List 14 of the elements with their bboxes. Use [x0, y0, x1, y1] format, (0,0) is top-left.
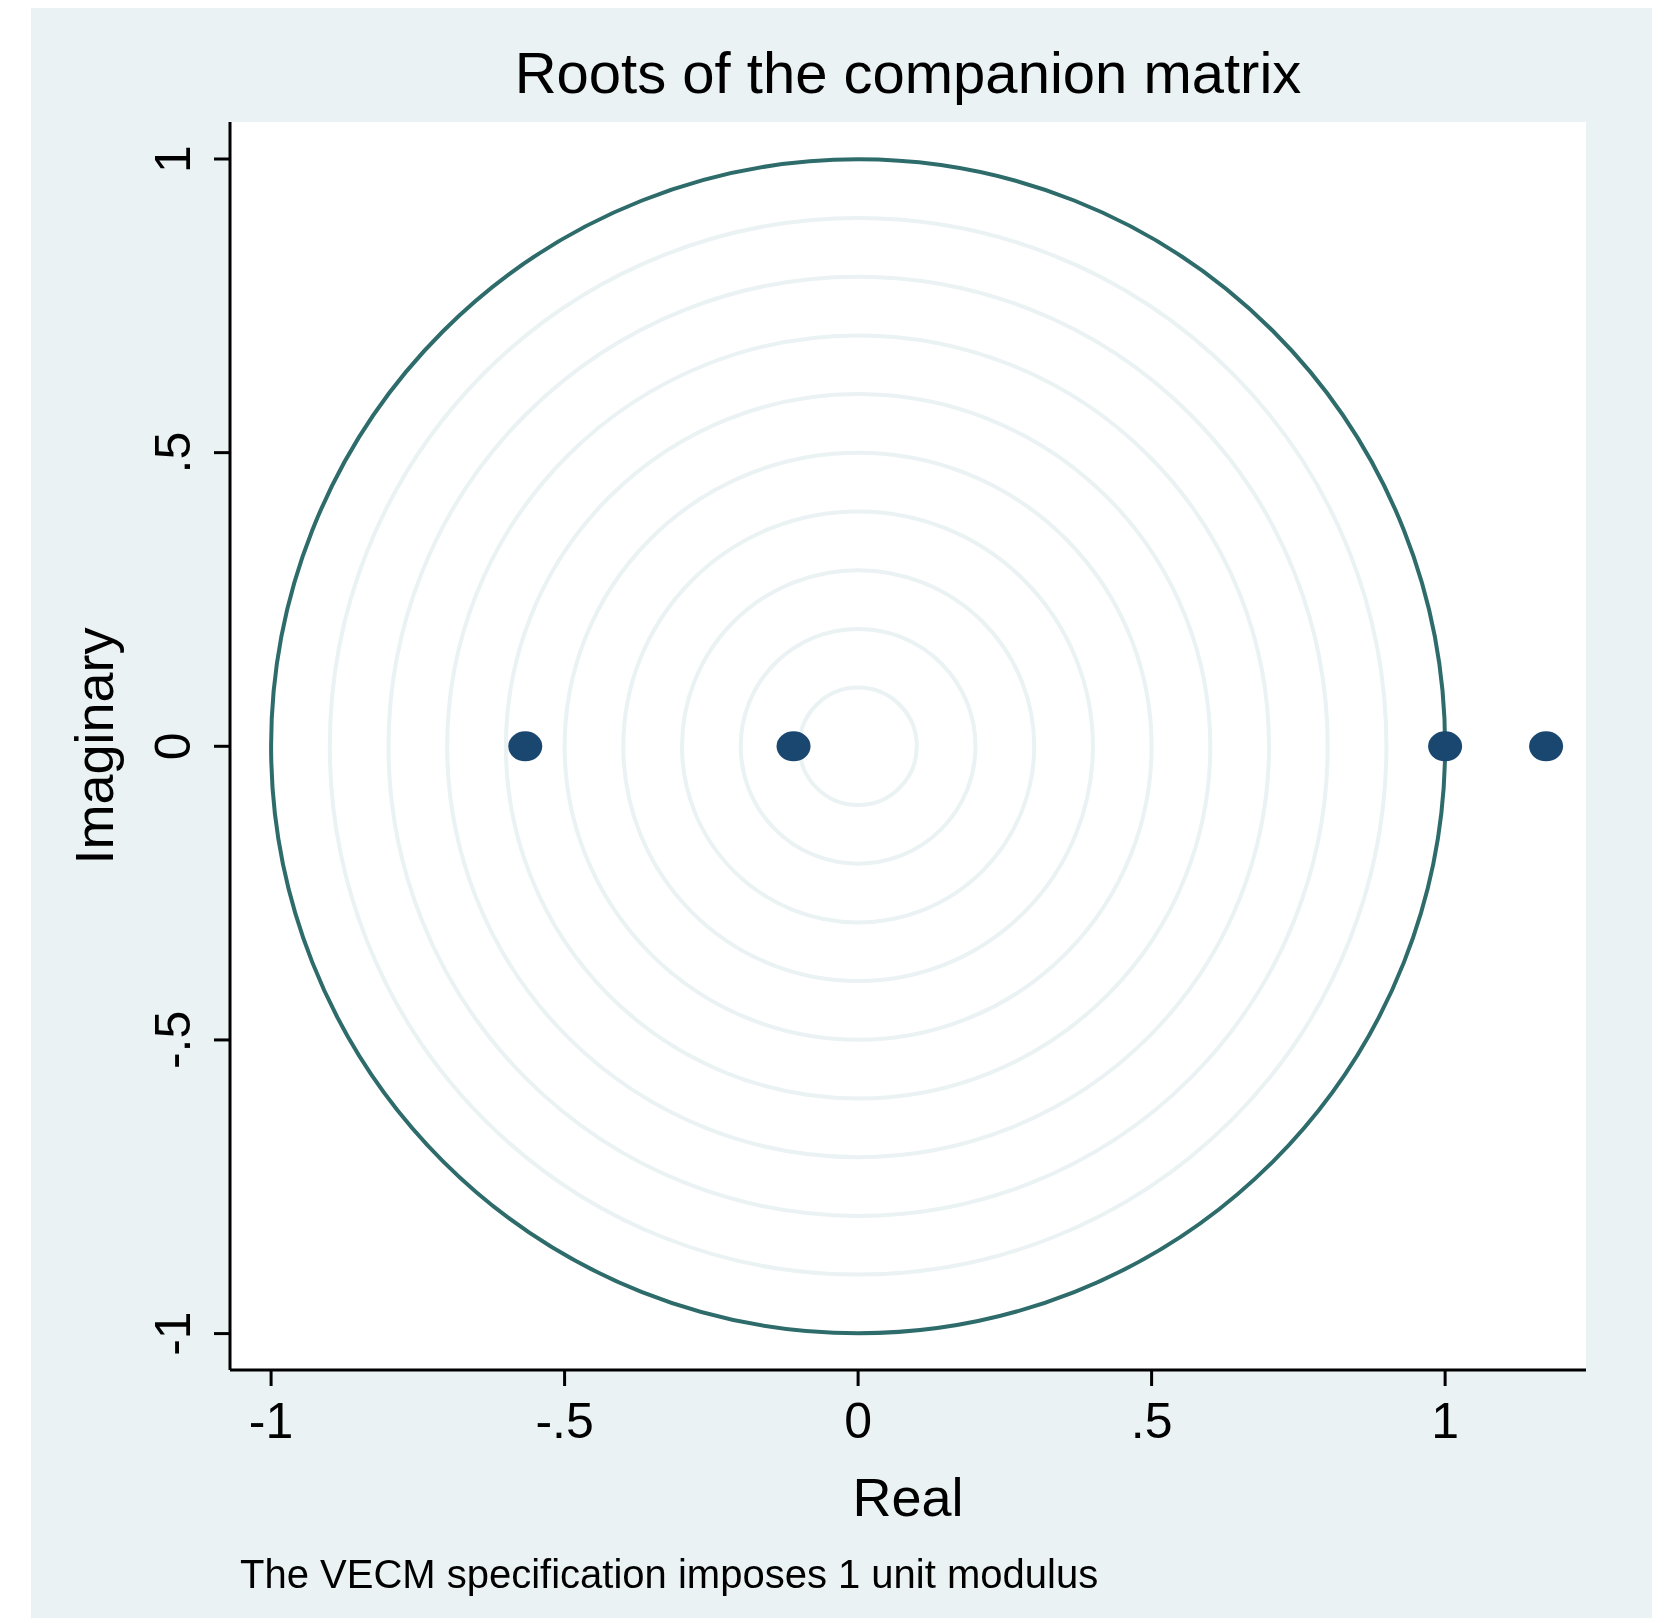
x-tick-label: 1	[1431, 1393, 1460, 1449]
y-tick-label: -1	[145, 1311, 201, 1356]
x-tick-label: -.5	[535, 1393, 594, 1449]
x-tick-label: .5	[1130, 1393, 1173, 1449]
y-tick-label: 0	[145, 732, 201, 761]
y-tick-label: .5	[145, 431, 201, 474]
y-tick-label: -.5	[145, 1010, 201, 1070]
chart-title: Roots of the companion matrix	[514, 40, 1302, 105]
y-axis-title: Imaginary	[64, 627, 124, 865]
y-tick-label: 1	[145, 145, 201, 173]
x-tick-label: 0	[844, 1393, 873, 1449]
x-tick-label: -1	[248, 1393, 294, 1449]
x-axis-title: Real	[852, 1467, 964, 1527]
text: The VECM specification imposes 1 unit modulus	[240, 1552, 1099, 1596]
